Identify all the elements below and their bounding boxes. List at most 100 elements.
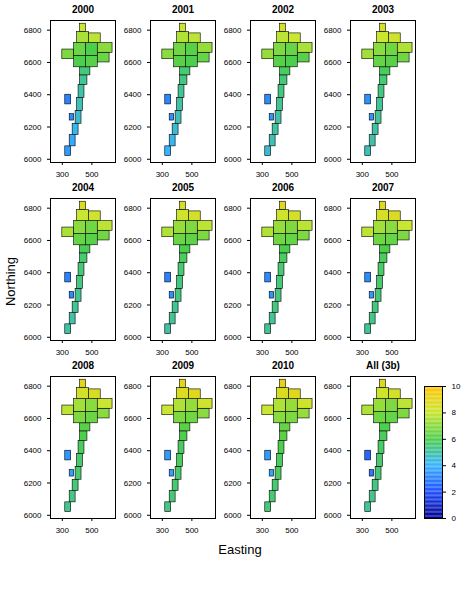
svg-text:300: 300 — [256, 526, 270, 535]
svg-text:6800: 6800 — [224, 382, 242, 391]
svg-text:6800: 6800 — [224, 204, 242, 213]
svg-text:500: 500 — [385, 526, 399, 535]
svg-text:6600: 6600 — [324, 236, 342, 245]
svg-text:6000: 6000 — [224, 511, 242, 520]
svg-text:500: 500 — [185, 348, 199, 357]
svg-text:6800: 6800 — [124, 204, 142, 213]
html-text:Easting: Easting — [218, 542, 262, 557]
svg-text:6800: 6800 — [324, 204, 342, 213]
html-text:2004: 2004 — [71, 182, 95, 193]
svg-text:6800: 6800 — [24, 204, 42, 213]
html-text:2007: 2007 — [371, 182, 395, 193]
html-text:2005: 2005 — [171, 182, 195, 193]
svg-text:300: 300 — [256, 348, 270, 357]
svg-text:300: 300 — [156, 526, 170, 535]
svg-text:6600: 6600 — [224, 236, 242, 245]
svg-text:6200: 6200 — [324, 301, 342, 310]
svg-text:6200: 6200 — [24, 123, 42, 132]
svg-text:6000: 6000 — [124, 511, 142, 520]
svg-text:500: 500 — [385, 348, 399, 357]
svg-text:6200: 6200 — [124, 123, 142, 132]
svg-text:6800: 6800 — [324, 26, 342, 35]
svg-text:6400: 6400 — [24, 90, 42, 99]
svg-text:6600: 6600 — [24, 236, 42, 245]
svg-text:300: 300 — [56, 348, 70, 357]
html-text:Northing: Northing — [3, 256, 19, 307]
html-text:2000: 2000 — [71, 4, 95, 15]
svg-text:6000: 6000 — [124, 333, 142, 342]
svg-text:6400: 6400 — [224, 446, 242, 455]
svg-text:300: 300 — [356, 348, 370, 357]
svg-text:4: 4 — [452, 461, 457, 470]
svg-text:300: 300 — [356, 170, 370, 179]
svg-text:6000: 6000 — [224, 155, 242, 164]
svg-text:6400: 6400 — [324, 446, 342, 455]
svg-text:2: 2 — [452, 488, 457, 497]
svg-text:6800: 6800 — [24, 382, 42, 391]
svg-text:6200: 6200 — [224, 301, 242, 310]
svg-text:6600: 6600 — [124, 414, 142, 423]
svg-text:6000: 6000 — [324, 511, 342, 520]
svg-text:500: 500 — [85, 526, 99, 535]
svg-text:6200: 6200 — [224, 479, 242, 488]
svg-text:6: 6 — [452, 435, 457, 444]
svg-text:6400: 6400 — [224, 268, 242, 277]
svg-text:6400: 6400 — [124, 90, 142, 99]
svg-text:500: 500 — [185, 526, 199, 535]
svg-text:6800: 6800 — [324, 382, 342, 391]
svg-text:6400: 6400 — [224, 90, 242, 99]
svg-text:6800: 6800 — [224, 26, 242, 35]
svg-text:300: 300 — [156, 170, 170, 179]
svg-text:6000: 6000 — [24, 155, 42, 164]
html-text:2003: 2003 — [371, 4, 395, 15]
svg-text:6200: 6200 — [24, 301, 42, 310]
svg-text:500: 500 — [285, 348, 299, 357]
svg-text:6400: 6400 — [124, 268, 142, 277]
svg-text:6400: 6400 — [324, 268, 342, 277]
svg-text:6600: 6600 — [124, 58, 142, 67]
svg-text:300: 300 — [256, 170, 270, 179]
svg-text:10: 10 — [452, 382, 461, 391]
svg-text:500: 500 — [185, 170, 199, 179]
svg-text:6600: 6600 — [24, 414, 42, 423]
svg-text:500: 500 — [285, 170, 299, 179]
svg-text:6400: 6400 — [124, 446, 142, 455]
svg-text:6200: 6200 — [124, 301, 142, 310]
svg-text:6800: 6800 — [124, 26, 142, 35]
svg-text:6600: 6600 — [224, 58, 242, 67]
svg-text:6200: 6200 — [324, 479, 342, 488]
svg-text:0: 0 — [452, 514, 457, 523]
svg-text:500: 500 — [85, 348, 99, 357]
svg-text:6000: 6000 — [124, 155, 142, 164]
svg-text:300: 300 — [56, 170, 70, 179]
svg-text:6600: 6600 — [224, 414, 242, 423]
html-text:2001: 2001 — [171, 4, 195, 15]
svg-text:6400: 6400 — [324, 90, 342, 99]
svg-text:6200: 6200 — [24, 479, 42, 488]
svg-text:6200: 6200 — [324, 123, 342, 132]
svg-text:300: 300 — [356, 526, 370, 535]
svg-text:6600: 6600 — [24, 58, 42, 67]
svg-text:6600: 6600 — [124, 236, 142, 245]
svg-text:6000: 6000 — [224, 333, 242, 342]
svg-text:300: 300 — [156, 348, 170, 357]
html-text:2002: 2002 — [271, 4, 295, 15]
svg-text:6800: 6800 — [124, 382, 142, 391]
svg-text:300: 300 — [56, 526, 70, 535]
svg-text:6000: 6000 — [24, 511, 42, 520]
svg-text:6600: 6600 — [324, 58, 342, 67]
svg-text:6400: 6400 — [24, 446, 42, 455]
html-text:2006: 2006 — [271, 182, 295, 193]
svg-text:500: 500 — [385, 170, 399, 179]
svg-text:6000: 6000 — [24, 333, 42, 342]
svg-text:6200: 6200 — [124, 479, 142, 488]
svg-text:6400: 6400 — [24, 268, 42, 277]
svg-text:6800: 6800 — [24, 26, 42, 35]
svg-text:500: 500 — [85, 170, 99, 179]
svg-text:6000: 6000 — [324, 333, 342, 342]
svg-text:6600: 6600 — [324, 414, 342, 423]
svg-text:8: 8 — [452, 408, 457, 417]
svg-text:6200: 6200 — [224, 123, 242, 132]
svg-text:6000: 6000 — [324, 155, 342, 164]
svg-text:500: 500 — [285, 526, 299, 535]
